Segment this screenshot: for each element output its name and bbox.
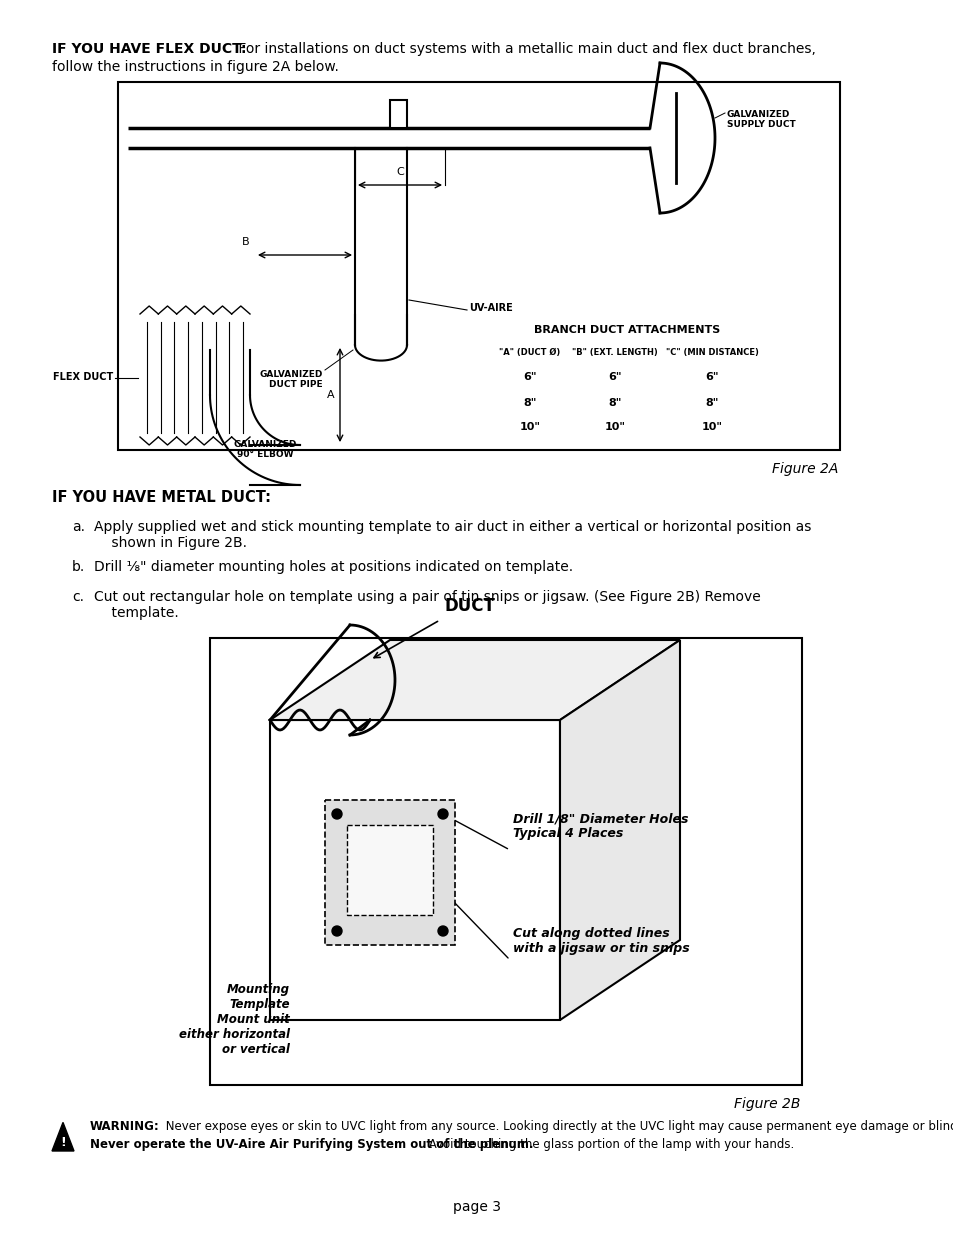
Text: !: ! xyxy=(60,1136,66,1149)
Text: GALVANIZED
SUPPLY DUCT: GALVANIZED SUPPLY DUCT xyxy=(726,110,795,130)
Bar xyxy=(140,314,250,322)
Circle shape xyxy=(332,926,341,936)
Text: 8": 8" xyxy=(523,398,537,408)
Text: 6": 6" xyxy=(608,373,621,383)
Bar xyxy=(569,366,659,390)
Bar xyxy=(569,390,659,415)
Text: Drill ⅛" diameter mounting holes at positions indicated on template.: Drill ⅛" diameter mounting holes at posi… xyxy=(94,559,573,574)
Polygon shape xyxy=(559,640,679,1020)
Polygon shape xyxy=(270,720,559,1020)
Text: 6": 6" xyxy=(522,373,537,383)
Polygon shape xyxy=(270,640,679,720)
Bar xyxy=(490,390,569,415)
Circle shape xyxy=(437,809,448,819)
Text: A: A xyxy=(327,390,335,400)
Text: 10": 10" xyxy=(701,422,722,432)
Text: follow the instructions in figure 2A below.: follow the instructions in figure 2A bel… xyxy=(52,61,338,74)
Text: FLEX DUCT: FLEX DUCT xyxy=(52,373,112,383)
Text: 8": 8" xyxy=(705,398,719,408)
Text: "C" (MIN DISTANCE): "C" (MIN DISTANCE) xyxy=(665,348,759,357)
Bar xyxy=(140,433,250,441)
Text: C: C xyxy=(395,167,403,177)
Bar xyxy=(490,415,569,440)
Bar xyxy=(659,366,764,390)
Text: 6": 6" xyxy=(705,373,719,383)
Text: UV-AIRE: UV-AIRE xyxy=(469,303,512,312)
Circle shape xyxy=(332,809,341,819)
Text: Never operate the UV-Aire Air Purifying System out of the plenum.: Never operate the UV-Aire Air Purifying … xyxy=(90,1137,533,1151)
Text: IF YOU HAVE FLEX DUCT:: IF YOU HAVE FLEX DUCT: xyxy=(52,42,246,56)
Bar xyxy=(490,366,569,390)
Text: page 3: page 3 xyxy=(453,1200,500,1214)
Text: Apply supplied wet and stick mounting template to air duct in either a vertical : Apply supplied wet and stick mounting te… xyxy=(94,520,810,551)
Text: c.: c. xyxy=(71,590,84,604)
Bar xyxy=(118,82,840,450)
Bar xyxy=(659,340,764,366)
Text: WARNING:: WARNING: xyxy=(90,1120,159,1132)
Text: b.: b. xyxy=(71,559,85,574)
Circle shape xyxy=(437,926,448,936)
Text: GALVANIZED
DUCT PIPE: GALVANIZED DUCT PIPE xyxy=(259,370,323,389)
Text: B: B xyxy=(242,237,250,247)
Bar xyxy=(490,340,569,366)
Text: Cut out rectangular hole on template using a pair of tin snips or jigsaw. (See F: Cut out rectangular hole on template usi… xyxy=(94,590,760,620)
Bar xyxy=(210,638,801,1086)
Text: a.: a. xyxy=(71,520,85,534)
Text: GALVANIZED
90° ELBOW: GALVANIZED 90° ELBOW xyxy=(233,440,296,459)
Text: Drill 1/8" Diameter Holes
Typical 4 Places: Drill 1/8" Diameter Holes Typical 4 Plac… xyxy=(513,811,688,840)
Bar xyxy=(569,415,659,440)
Text: Figure 2A: Figure 2A xyxy=(771,462,837,475)
Text: DUCT: DUCT xyxy=(444,597,496,615)
Text: Never expose eyes or skin to UVC light from any source. Looking directly at the : Never expose eyes or skin to UVC light f… xyxy=(162,1120,953,1132)
Text: 10": 10" xyxy=(519,422,540,432)
Bar xyxy=(659,390,764,415)
Bar xyxy=(569,340,659,366)
Bar xyxy=(325,800,455,945)
Bar xyxy=(659,415,764,440)
Bar xyxy=(347,825,433,915)
Text: "B" (EXT. LENGTH): "B" (EXT. LENGTH) xyxy=(572,348,658,357)
Text: IF YOU HAVE METAL DUCT:: IF YOU HAVE METAL DUCT: xyxy=(52,490,271,505)
Text: 10": 10" xyxy=(604,422,625,432)
Text: 8": 8" xyxy=(608,398,621,408)
Text: For installations on duct systems with a metallic main duct and flex duct branch: For installations on duct systems with a… xyxy=(233,42,815,56)
Text: Avoid touching the glass portion of the lamp with your hands.: Avoid touching the glass portion of the … xyxy=(424,1137,794,1151)
Bar xyxy=(390,100,407,128)
Text: Cut along dotted lines
with a jigsaw or tin snips: Cut along dotted lines with a jigsaw or … xyxy=(513,927,689,955)
Text: BRANCH DUCT ATTACHMENTS: BRANCH DUCT ATTACHMENTS xyxy=(534,325,720,335)
Text: "A" (DUCT Ø): "A" (DUCT Ø) xyxy=(498,348,560,357)
Text: Mounting
Template
Mount unit
either horizontal
or vertical: Mounting Template Mount unit either hori… xyxy=(179,983,290,1056)
Polygon shape xyxy=(52,1123,74,1151)
Text: Figure 2B: Figure 2B xyxy=(733,1097,800,1112)
